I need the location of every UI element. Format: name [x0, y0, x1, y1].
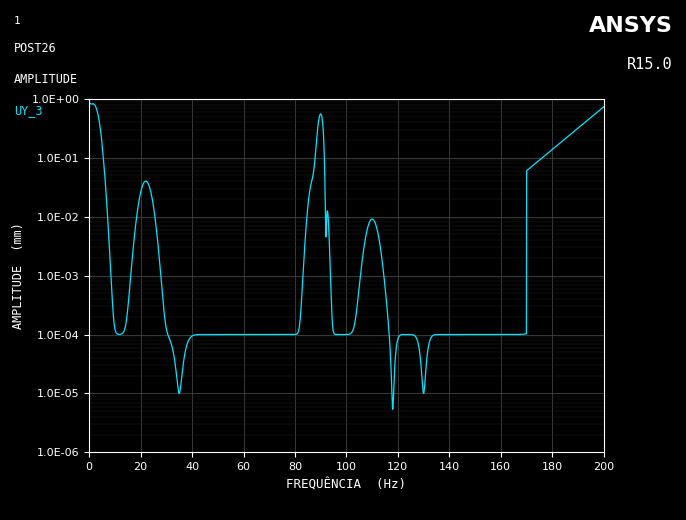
Y-axis label: AMPLITUDE  (mm): AMPLITUDE (mm): [12, 222, 25, 329]
Text: R15.0: R15.0: [626, 57, 672, 72]
Text: ANSYS: ANSYS: [589, 16, 672, 35]
Text: AMPLITUDE: AMPLITUDE: [14, 73, 78, 86]
Text: POST26: POST26: [14, 42, 56, 55]
Text: UY_3: UY_3: [14, 104, 43, 117]
X-axis label: FREQUÊNCIA  (Hz): FREQUÊNCIA (Hz): [287, 478, 406, 491]
Text: 1: 1: [14, 16, 21, 25]
